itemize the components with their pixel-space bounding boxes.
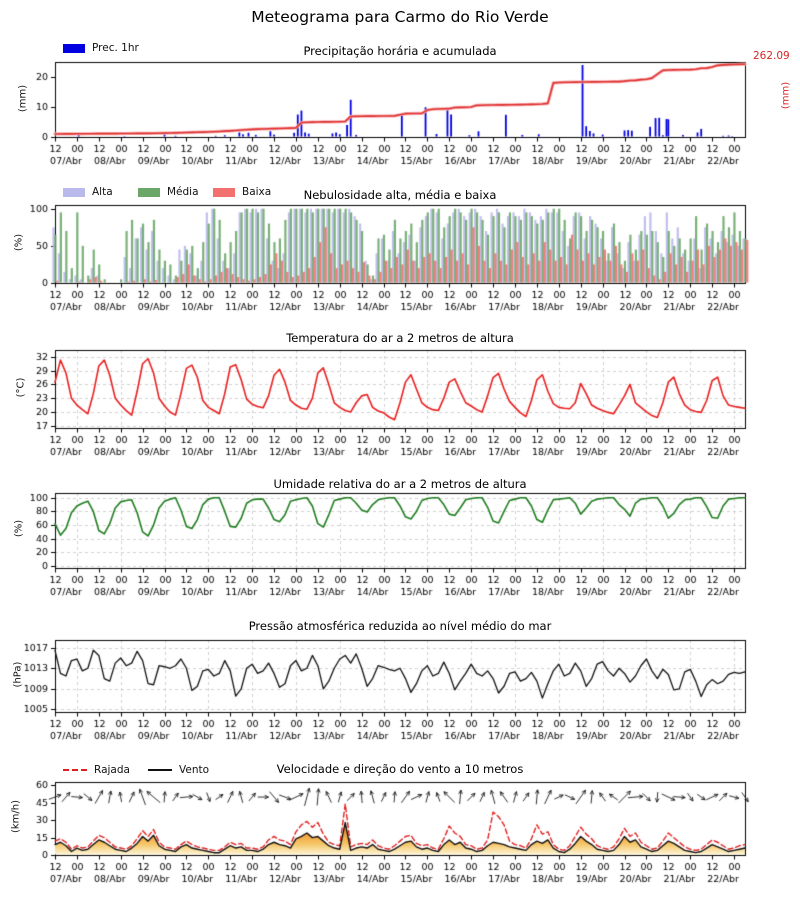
wind-ylabel: (km/h) — [10, 799, 22, 834]
humidity-title: Umidade relativa do ar a 2 metros de alt… — [273, 477, 527, 491]
cloud-legend-baixa: Baixa — [213, 186, 271, 198]
rajada-line-sample — [63, 769, 87, 771]
baixa-label: Baixa — [242, 186, 272, 198]
vento-label: Vento — [179, 764, 210, 776]
wind-legend-vento: Vento — [148, 764, 209, 776]
prec-1hr-label: Prec. 1hr — [92, 42, 139, 54]
wind-title: Velocidade e direção do vento a 10 metro… — [276, 762, 524, 776]
pressure-title: Pressão atmosférica reduzida ao nível mé… — [248, 619, 552, 633]
page-title: Meteograma para Carmo do Rio Verde — [251, 8, 549, 26]
prec-1hr-swatch — [63, 43, 85, 53]
alta-swatch — [63, 187, 85, 197]
vento-line-sample — [148, 769, 172, 771]
cloud-legend-media: Média — [138, 186, 199, 198]
cloud-legend-alta: Alta — [63, 186, 113, 198]
baixa-swatch — [213, 187, 235, 197]
precipitation-right-ylabel: (mm) — [780, 81, 792, 110]
precipitation-legend: Prec. 1hr — [63, 42, 139, 54]
cloudiness-ylabel: (%) — [13, 233, 25, 252]
temperature-title: Temperatura do ar a 2 metros de altura — [286, 331, 514, 345]
media-label: Média — [167, 186, 199, 198]
temperature-ylabel: (°C) — [15, 377, 27, 398]
pressure-ylabel: (hPa) — [12, 661, 24, 688]
precipitation-ylabel: (mm) — [17, 84, 29, 113]
precipitation-title: Precipitação horária e acumulada — [303, 44, 497, 58]
humidity-ylabel: (%) — [13, 519, 25, 538]
cloudiness-title: Nebulosidade alta, média e baixa — [303, 188, 497, 202]
media-swatch — [138, 187, 160, 197]
accumulated-total-label: 262.09 — [753, 50, 790, 62]
rajada-label: Rajada — [94, 764, 130, 776]
alta-label: Alta — [92, 186, 113, 198]
wind-legend-rajada: Rajada — [63, 764, 130, 776]
